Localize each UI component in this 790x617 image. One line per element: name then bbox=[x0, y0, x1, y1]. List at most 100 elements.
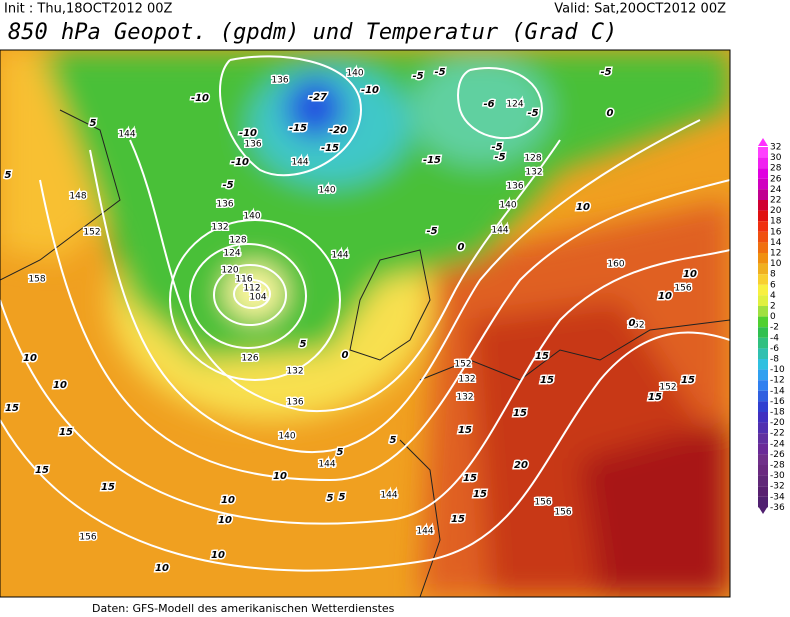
temperature-label: -10 bbox=[231, 157, 249, 168]
colorbar-label: 6 bbox=[770, 280, 776, 290]
temperature-label: -5 bbox=[491, 142, 502, 153]
temperature-label: 5 bbox=[327, 493, 334, 504]
temperature-label: 0 bbox=[458, 242, 465, 253]
temperature-label: 20 bbox=[514, 460, 528, 471]
geopotential-label: 104 bbox=[249, 293, 266, 303]
temperature-label: -6 bbox=[483, 99, 494, 110]
geopotential-label: 158 bbox=[28, 275, 45, 285]
colorbar-swatch bbox=[758, 210, 768, 222]
colorbar-label: 16 bbox=[770, 227, 782, 237]
field-blue bbox=[285, 78, 345, 138]
geopotential-label: 112 bbox=[243, 284, 260, 294]
geopotential-label: 136 bbox=[216, 200, 233, 210]
geopotential-label: 144 bbox=[491, 226, 508, 236]
colorbar-swatch bbox=[758, 422, 768, 434]
temperature-label: 15 bbox=[35, 465, 49, 476]
colorbar-swatch bbox=[758, 496, 768, 508]
colorbar-swatch bbox=[758, 401, 768, 412]
init-time: Init : Thu,18OCT2012 00Z bbox=[4, 2, 173, 17]
colorbar-swatch bbox=[758, 380, 768, 391]
geopotential-label: 140 bbox=[318, 186, 335, 196]
colorbar-label: 32 bbox=[770, 143, 781, 153]
colorbar-swatch bbox=[758, 178, 768, 190]
colorbar-swatch bbox=[758, 369, 768, 381]
colorbar-swatch bbox=[758, 284, 768, 296]
temperature-label: 15 bbox=[473, 489, 487, 500]
geopotential-label: 144 bbox=[380, 491, 397, 501]
geopotential-label: 160 bbox=[607, 260, 624, 270]
geopotential-label: 126 bbox=[241, 354, 258, 364]
isohypse bbox=[169, 219, 341, 381]
colorbar-swatch bbox=[758, 263, 768, 275]
colorbar-label: -18 bbox=[770, 408, 785, 418]
colorbar-swatch bbox=[758, 390, 768, 402]
temperature-label: 15 bbox=[463, 473, 477, 484]
temperature-label: 10 bbox=[53, 380, 67, 391]
temperature-label: 5 bbox=[90, 118, 97, 129]
temperature-label: -10 bbox=[239, 128, 257, 139]
temperature-label: 15 bbox=[5, 403, 19, 414]
temperature-label: 0 bbox=[342, 350, 349, 361]
colorbar-swatch bbox=[758, 200, 768, 211]
geopotential-label: 132 bbox=[286, 367, 303, 377]
geopotential-label: 144 bbox=[291, 158, 308, 168]
colorbar-swatch bbox=[758, 412, 768, 423]
coast-scandinavia bbox=[349, 249, 431, 361]
isohypse bbox=[0, 331, 730, 572]
colorbar-swatch bbox=[758, 274, 768, 285]
temperature-label: 5 bbox=[5, 170, 12, 181]
temperature-label: -15 bbox=[289, 123, 307, 134]
geopotential-label: 156 bbox=[79, 533, 96, 543]
colorbar-swatch bbox=[758, 221, 768, 232]
colorbar-swatch bbox=[758, 348, 768, 359]
temperature-label: -5 bbox=[426, 226, 437, 237]
colorbar-swatch bbox=[758, 168, 768, 179]
temperature-label: -15 bbox=[321, 143, 339, 154]
colorbar-label: 26 bbox=[770, 174, 782, 184]
field-green bbox=[40, 50, 730, 360]
isohypse bbox=[219, 55, 362, 177]
temperature-label: 15 bbox=[513, 408, 527, 419]
colorbar-label: -20 bbox=[770, 418, 785, 428]
temperature-label: 10 bbox=[155, 563, 169, 574]
geopotential-label: 144 bbox=[416, 527, 433, 537]
colorbar-swatch bbox=[758, 465, 768, 476]
colorbar-swatch bbox=[758, 253, 768, 264]
colorbar-swatch bbox=[758, 295, 768, 306]
colorbar-swatch bbox=[758, 454, 768, 465]
geopotential-label: 128 bbox=[524, 154, 541, 164]
temperature-label: 10 bbox=[218, 515, 232, 526]
temperature-label: 10 bbox=[576, 202, 590, 213]
isohypses bbox=[0, 55, 730, 572]
geopotential-label: 152 bbox=[627, 321, 644, 331]
isohypse bbox=[457, 67, 543, 139]
colorbar-swatch bbox=[758, 433, 768, 444]
colorbar-label: 22 bbox=[770, 196, 781, 206]
colorbar-swatch bbox=[758, 147, 768, 158]
temperature-label: -10 bbox=[191, 93, 209, 104]
colorbar-swatch bbox=[758, 189, 768, 200]
temperature-label: -5 bbox=[412, 71, 423, 82]
geopotential-label: 132 bbox=[525, 168, 542, 178]
colorbar-label: -22 bbox=[770, 429, 785, 439]
colorbar-label: -6 bbox=[770, 344, 779, 354]
colorbar-label: -4 bbox=[770, 333, 779, 343]
coast-greenland bbox=[0, 109, 121, 281]
geopotential-label: 124 bbox=[223, 249, 240, 259]
colorbar-arrow-bottom bbox=[758, 506, 768, 514]
geopotential-label: 140 bbox=[346, 69, 363, 79]
geopotential-label: 156 bbox=[534, 498, 551, 508]
temperature-label: 0 bbox=[629, 318, 636, 329]
geopotential-label: 152 bbox=[454, 360, 471, 370]
field-dark-red bbox=[580, 420, 730, 597]
temperature-label: -15 bbox=[423, 155, 441, 166]
map-labels: 1361401241281321361401441441481521581361… bbox=[3, 66, 698, 576]
temperature-field bbox=[0, 50, 730, 597]
geopotential-label: 144 bbox=[118, 130, 135, 140]
temperature-label: 15 bbox=[458, 425, 472, 436]
temperature-label: -20 bbox=[329, 125, 347, 136]
colorbar-label: -36 bbox=[770, 503, 785, 513]
temperature-label: -5 bbox=[600, 67, 611, 78]
temperature-label: -5 bbox=[494, 152, 505, 163]
